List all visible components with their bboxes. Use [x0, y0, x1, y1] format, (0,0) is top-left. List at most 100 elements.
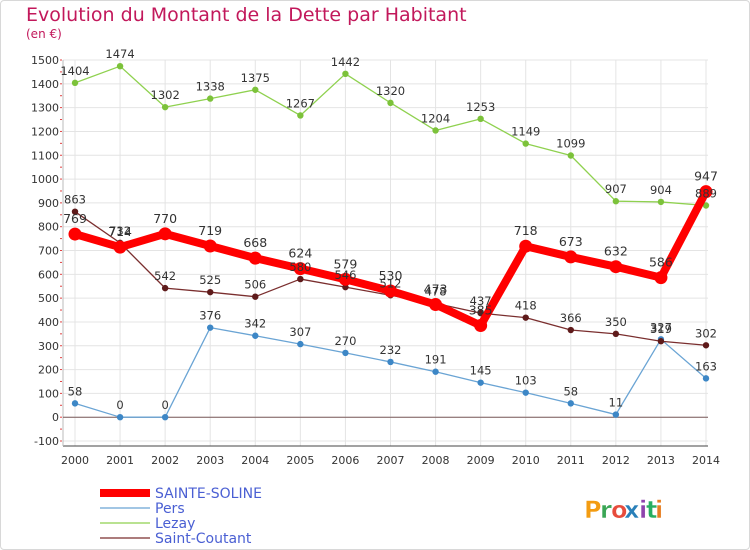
data-point — [609, 260, 623, 274]
data-point — [293, 262, 307, 276]
data-label: 1149 — [511, 125, 540, 139]
y-tick-label: 1000 — [31, 173, 59, 186]
logo-letter: t — [646, 496, 657, 524]
data-point — [654, 271, 668, 285]
data-point — [474, 319, 488, 333]
data-label: 473 — [424, 282, 448, 297]
x-tick-label: 2002 — [151, 454, 179, 467]
data-label: 0 — [161, 398, 168, 412]
logo-letter: x — [624, 496, 640, 524]
data-label: 769 — [63, 211, 87, 226]
y-tick-label: 600 — [38, 268, 59, 281]
data-label: 437 — [470, 294, 492, 308]
data-point — [567, 326, 574, 334]
data-point — [567, 400, 574, 407]
data-point — [387, 99, 394, 107]
data-point — [297, 340, 304, 348]
y-tick-label: 500 — [38, 292, 59, 305]
data-label: 376 — [199, 309, 221, 323]
data-label: 270 — [334, 334, 356, 348]
data-label: 11 — [609, 396, 624, 410]
data-label: 191 — [425, 353, 447, 367]
y-tick-label: 0 — [52, 411, 59, 424]
data-point — [71, 208, 79, 215]
data-label: 327 — [650, 320, 672, 334]
legend-label: Lezay — [155, 516, 195, 532]
data-label: 1320 — [376, 84, 405, 98]
data-point — [161, 284, 169, 292]
y-tick-label: 300 — [38, 340, 59, 353]
data-label: 1375 — [241, 71, 270, 85]
y-tick-label: 1500 — [31, 54, 59, 67]
data-label: 232 — [380, 343, 402, 357]
data-point — [612, 330, 620, 338]
axes: -100010020030040050060070080090010001100… — [31, 54, 720, 467]
x-tick-label: 2001 — [106, 454, 134, 467]
chart-subtitle: (en €) — [26, 27, 62, 41]
data-label: 1338 — [196, 80, 225, 94]
data-label: 1267 — [286, 96, 315, 110]
data-point — [384, 284, 397, 298]
data-label: 579 — [333, 256, 357, 271]
series-lines — [68, 62, 713, 421]
y-tick-label: 1400 — [31, 78, 59, 91]
data-label: 542 — [154, 269, 176, 283]
data-label: 302 — [695, 326, 717, 340]
x-tick-label: 2011 — [557, 454, 585, 467]
data-point — [429, 298, 443, 312]
data-point — [338, 272, 352, 286]
data-point — [342, 349, 349, 357]
data-label: 719 — [198, 223, 222, 238]
data-point — [477, 379, 484, 386]
data-point — [116, 413, 124, 421]
logo-letter: i — [655, 496, 663, 524]
x-tick-label: 2009 — [467, 454, 495, 467]
data-label: 530 — [379, 268, 403, 283]
data-point — [203, 239, 217, 253]
data-label: 586 — [649, 255, 673, 270]
data-point — [68, 227, 82, 241]
data-label: 145 — [470, 364, 492, 378]
data-point — [612, 411, 620, 418]
x-tick-label: 2013 — [647, 454, 675, 467]
data-point — [432, 127, 439, 134]
data-point — [612, 198, 620, 205]
data-point — [522, 314, 529, 321]
data-point — [113, 240, 127, 254]
y-tick-label: -100 — [34, 435, 59, 448]
data-point — [432, 368, 439, 375]
data-label: 506 — [244, 278, 266, 292]
data-point — [702, 342, 710, 349]
data-point — [116, 62, 124, 70]
data-label: 163 — [695, 359, 717, 373]
data-label: 342 — [244, 317, 266, 331]
data-point — [699, 185, 713, 199]
data-label: 714 — [108, 224, 132, 239]
data-label: 103 — [515, 374, 537, 388]
data-point — [297, 275, 304, 283]
y-tick-label: 400 — [38, 316, 59, 329]
data-label: 1404 — [60, 64, 89, 78]
data-label: 907 — [605, 182, 627, 196]
y-tick-label: 700 — [38, 245, 59, 258]
data-point — [248, 251, 262, 265]
data-point — [342, 70, 349, 78]
data-point — [158, 227, 172, 241]
data-point — [161, 103, 169, 111]
data-label: 863 — [64, 193, 86, 207]
y-tick-label: 900 — [38, 197, 59, 210]
y-tick-label: 1200 — [31, 125, 59, 138]
x-tick-label: 2010 — [512, 454, 540, 467]
data-label: 512 — [380, 276, 402, 290]
data-label: 947 — [694, 169, 718, 184]
data-point — [252, 86, 259, 93]
x-tick-label: 2012 — [602, 454, 630, 467]
data-label: 58 — [68, 384, 83, 398]
data-label: 1442 — [331, 55, 360, 69]
data-point — [564, 250, 578, 264]
data-label: 58 — [563, 384, 578, 398]
chart-title: Evolution du Montant de la Dette par Hab… — [26, 4, 467, 26]
data-label: 1253 — [466, 100, 495, 114]
